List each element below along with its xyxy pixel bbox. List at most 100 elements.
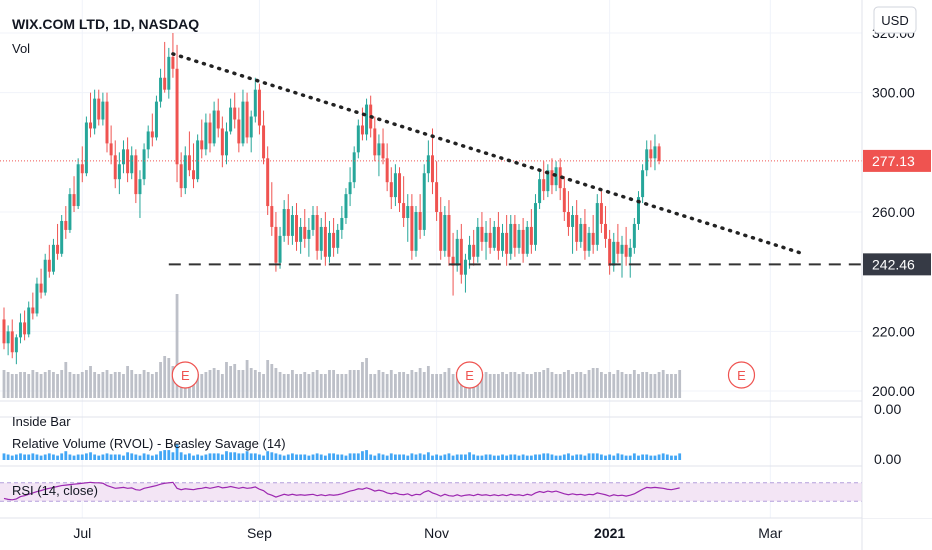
candle-body <box>245 101 249 138</box>
candle-body <box>628 247 632 257</box>
volume-bar <box>542 370 546 398</box>
candle-body <box>451 256 455 266</box>
rvol-bar <box>394 454 397 460</box>
volume-bar <box>23 372 26 398</box>
rvol-bar <box>85 453 88 460</box>
rvol-bar <box>608 454 612 460</box>
rvol-bar <box>138 455 142 460</box>
volume-bar <box>525 374 529 398</box>
rvol-bar <box>307 455 311 460</box>
volume-bar <box>332 370 335 398</box>
candle-body <box>538 179 542 204</box>
volume-bar <box>134 374 138 398</box>
candle-body <box>311 215 315 230</box>
volume-bar <box>505 374 509 398</box>
rvol-bar <box>632 453 636 460</box>
volume-bar <box>192 374 195 398</box>
volume-bar <box>274 368 278 398</box>
candle-body <box>270 206 274 227</box>
rvol-bar <box>311 454 315 460</box>
volume-bar <box>641 372 644 398</box>
volume-bar <box>567 370 570 398</box>
candle-body <box>348 182 352 195</box>
rvol-bar <box>529 455 533 460</box>
volume-bar <box>612 374 616 398</box>
candle-body <box>6 331 10 344</box>
volume-bar <box>64 362 68 398</box>
rvol-bar <box>93 454 97 460</box>
candle-body <box>183 155 187 189</box>
candle-body <box>377 143 381 156</box>
candle-body <box>365 104 369 135</box>
volume-bar <box>155 372 158 398</box>
candle-body <box>525 226 529 254</box>
rvol-bar <box>525 455 529 460</box>
candle-body <box>241 101 245 144</box>
rvol-bar <box>35 454 39 460</box>
rvol-bar <box>418 453 422 460</box>
rsi-label: RSI (14, close) <box>12 483 98 498</box>
volume-bar <box>266 360 270 398</box>
rvol-bar <box>653 455 657 460</box>
candle-body <box>249 116 253 138</box>
volume-bar <box>204 372 208 398</box>
volume-bar <box>60 370 64 398</box>
volume-bar <box>645 372 649 398</box>
volume-bar <box>208 370 212 398</box>
rvol-bar <box>575 454 579 460</box>
rvol-bar <box>117 454 121 460</box>
volume-bar <box>212 368 216 398</box>
candle-body <box>31 307 35 314</box>
rvol-bar <box>332 453 335 460</box>
currency-button[interactable]: USD <box>873 6 917 34</box>
candle-body <box>418 212 422 230</box>
rvol-bar <box>480 455 484 460</box>
volume-bar <box>10 374 14 398</box>
candle-body <box>138 179 142 195</box>
candle-body <box>51 244 55 272</box>
volume-bar <box>431 374 434 398</box>
candle-body <box>146 131 150 150</box>
candle-body <box>340 217 344 230</box>
candle-body <box>97 98 101 120</box>
volume-bar <box>509 372 513 398</box>
candle-body <box>496 226 500 251</box>
rvol-bar <box>299 454 303 460</box>
candle-body <box>414 212 418 251</box>
rvol-bar <box>628 455 632 460</box>
rvol-bar <box>604 455 607 460</box>
rvol-bar <box>534 454 537 460</box>
rvol-bar <box>455 454 459 460</box>
candle-body <box>550 170 554 186</box>
candle-body <box>447 215 451 257</box>
volume-bar <box>422 372 426 398</box>
volume-bar <box>216 370 220 398</box>
volume-bar <box>455 372 459 398</box>
rvol-bar <box>229 452 232 460</box>
rvol-bar <box>521 454 525 460</box>
rvol-bar <box>381 454 385 460</box>
axes: 320.00300.00260.00220.00200.00277.13242.… <box>73 0 932 550</box>
candle-body <box>513 223 517 248</box>
rvol-bar <box>167 450 171 460</box>
rvol-bar <box>476 455 480 460</box>
rvol-bar <box>122 455 125 460</box>
rvol-bar <box>60 453 64 460</box>
candle-body <box>274 226 278 263</box>
candle-body <box>220 128 224 156</box>
volume-bar <box>278 372 282 398</box>
candle-body <box>612 241 616 266</box>
volume-bar <box>229 366 232 398</box>
volume-bar <box>295 374 298 398</box>
candle-body <box>344 194 348 218</box>
time-axis-label: 2021 <box>594 525 625 541</box>
volume-bar <box>76 374 80 398</box>
candle-body <box>546 170 550 192</box>
candle-body <box>14 337 18 353</box>
volume-bar <box>604 374 607 398</box>
rvol-bar <box>258 454 261 460</box>
candle-body <box>89 122 93 129</box>
rvol-bar <box>356 453 360 460</box>
rvol-bar <box>56 455 59 460</box>
